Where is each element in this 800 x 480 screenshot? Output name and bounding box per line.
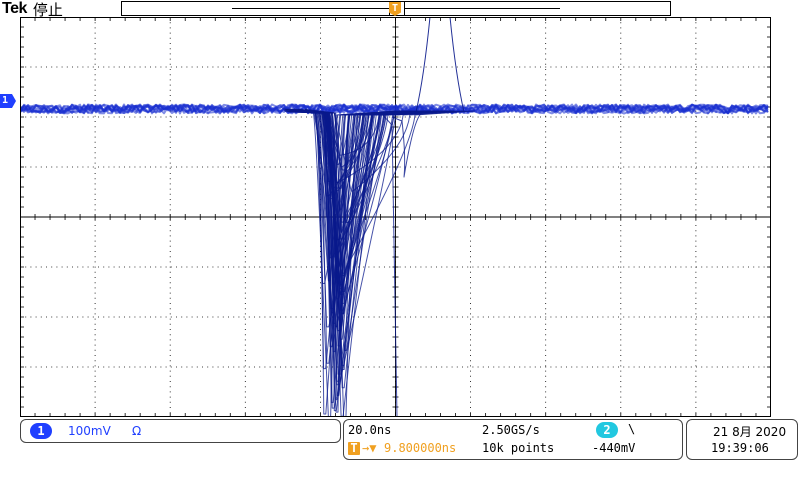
graticule-border [20,17,771,417]
trigger-slope-icon: \ [628,422,636,436]
channel1-badge: 1 [30,423,52,439]
time: 19:39:06 [711,441,769,455]
outlier-trace [379,111,398,417]
pulse-trace [292,110,455,259]
timebase-trigger-readout[interactable]: 20.0ns 2.50GS/s 2 \ T →▼ 9.800000ns 10k … [343,419,683,460]
date-time-readout: 21 8月 2020 19:39:06 [686,419,798,460]
channel1-coupling: Ω [132,424,142,438]
outlier-trace [391,112,423,178]
trigger-source-badge: 2 [596,422,618,438]
pulse-trace [295,110,453,312]
pulse-trace [296,109,432,192]
channel1-readout[interactable]: 1 100mV Ω [20,419,341,443]
channel1-ground-marker[interactable]: 1 [0,94,16,108]
trigger-level: -440mV [592,441,636,455]
trigger-position-marker-top[interactable]: T [389,2,401,16]
sample-rate: 2.50GS/s [482,423,540,437]
header: Tek 停止 [2,0,63,19]
waveform-display[interactable] [20,17,771,417]
channel1-scale: 100mV [68,424,111,438]
pulse-trace [305,109,470,192]
acquisition-state: 停止 [32,0,63,19]
pulse-trace [294,109,456,409]
pulse-trace [299,109,429,168]
pulse-trace [296,110,441,294]
pulse-trace [298,109,454,274]
upward-excursion-trace [415,17,465,113]
trigger-icon: T [348,442,360,455]
trigger-arrow-icon: →▼ [362,441,377,455]
timebase-scale: 20.0ns [348,423,392,437]
pulse-trace [302,110,410,304]
pulse-trace [294,110,446,290]
date: 21 8月 2020 [713,425,787,439]
brand-logo: Tek [2,0,27,17]
trigger-delay: 9.800000ns [384,441,457,455]
record-length: 10k points [482,441,555,455]
baseline-trace [20,103,769,115]
pulse-trace [283,108,403,417]
channel1-waveform [20,17,769,417]
